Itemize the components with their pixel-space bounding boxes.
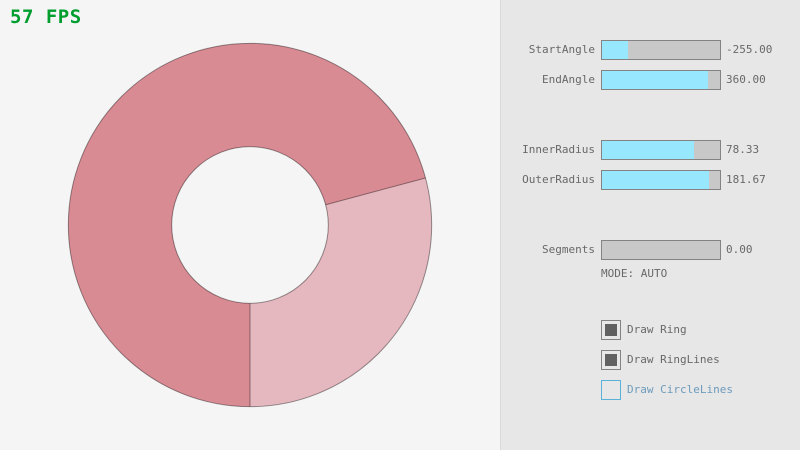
checkbox-label: Draw Ring [627,323,687,336]
slider-row-segments: Segments 0.00 [501,240,800,260]
checkbox-draw-ring[interactable]: Draw Ring [501,320,800,340]
checkbox-icon[interactable] [601,350,621,370]
slider-innerradius[interactable] [601,140,721,160]
slider-row-innerradius: InnerRadius 78.33 [501,140,800,160]
checkbox-label: Draw CircleLines [627,383,733,396]
slider-value: 0.00 [726,243,753,256]
slider-label: Segments [542,243,595,256]
slider-endangle[interactable] [601,70,721,90]
slider-value: -255.00 [726,43,773,56]
slider-label: OuterRadius [522,173,595,186]
slider-row-outerradius: OuterRadius 181.67 [501,170,800,190]
slider-label: InnerRadius [522,143,595,156]
checkbox-label: Draw RingLines [627,353,720,366]
ring-double-pass-region [68,43,426,407]
slider-row-startangle: StartAngle -255.00 [501,40,800,60]
slider-fill [602,171,710,189]
slider-row-endangle: EndAngle 360.00 [501,70,800,90]
slider-label: StartAngle [528,43,595,56]
slider-value: 360.00 [726,73,766,86]
checkbox-draw-circlelines[interactable]: Draw CircleLines [501,380,800,400]
slider-label: EndAngle [542,73,595,86]
slider-fill [602,41,628,59]
ring-radial-lines [249,177,426,407]
slider-value: 181.67 [726,173,766,186]
slider-fill [602,71,709,89]
controls-panel: StartAngle -255.00 EndAngle 360.00 Inner… [500,0,800,450]
ring-outline-circles [67,42,433,408]
fps-counter: 57 FPS [10,6,82,28]
slider-outerradius[interactable] [601,170,721,190]
slider-startangle[interactable] [601,40,721,60]
checkbox-icon[interactable] [601,320,621,340]
slider-value: 78.33 [726,143,760,156]
slider-segments[interactable] [601,240,721,260]
segments-mode-text: MODE: AUTO [601,267,668,280]
checkbox-draw-ringlines[interactable]: Draw RingLines [501,350,800,370]
slider-fill [602,141,695,159]
checkbox-icon[interactable] [601,380,621,400]
